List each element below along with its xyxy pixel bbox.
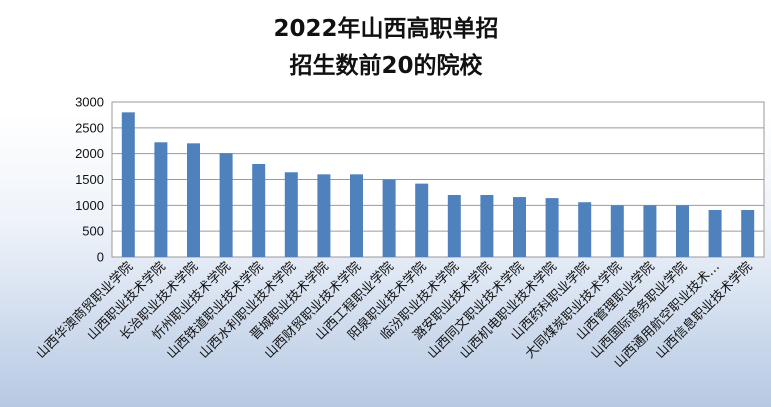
y-tick-label: 0 (97, 250, 104, 265)
bar (480, 195, 494, 257)
bar (317, 174, 331, 257)
bar (382, 179, 396, 257)
bar (741, 209, 755, 257)
bar (578, 202, 592, 257)
bar (187, 143, 200, 257)
bar (643, 205, 657, 257)
bar (350, 174, 363, 257)
bars (121, 112, 755, 257)
bar (545, 198, 559, 257)
y-tick-label: 1500 (75, 172, 104, 187)
y-tick-label: 3000 (75, 95, 104, 110)
bar (708, 209, 722, 257)
y-tick-label: 1000 (75, 198, 104, 213)
y-tick-label: 500 (82, 224, 104, 239)
bar (610, 205, 624, 257)
x-axis-ticks: 山西华澳商贸职业学院山西职业技术学院长治职业技术学院忻州职业技术学院山西铁道职业… (33, 259, 756, 371)
bar (284, 172, 298, 257)
y-tick-label: 2500 (75, 120, 104, 135)
bar (447, 195, 461, 257)
bar (154, 142, 168, 257)
bar (219, 153, 233, 257)
y-tick-label: 2000 (75, 146, 104, 161)
bar (513, 197, 526, 257)
bar (121, 112, 135, 257)
bar (252, 164, 266, 257)
bar (676, 205, 689, 257)
y-axis-ticks: 0 500 1000 1500 2000 2500 3000 (75, 95, 104, 265)
chart-title-line-2: 招生数前20的院校 (289, 52, 483, 79)
chart-title-line-1: 2022年山西高职单招 (273, 15, 498, 42)
bar (415, 183, 429, 257)
